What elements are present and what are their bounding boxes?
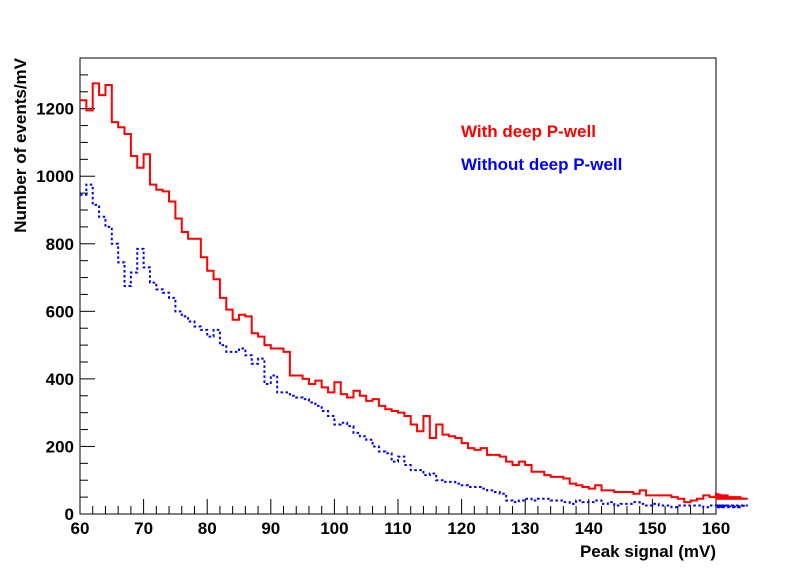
x-tick-label: 140 (575, 519, 603, 538)
series-line-without-deep-p-well (80, 183, 748, 509)
x-tick-label: 80 (198, 519, 217, 538)
x-axis-ticks: 60 70 80 90 100 110 120 130 140 150 160 (71, 499, 730, 538)
x-tick-label: 90 (261, 519, 280, 538)
x-tick-label: 150 (638, 519, 666, 538)
x-tick-label: 120 (447, 519, 475, 538)
series-layer (80, 82, 748, 509)
x-axis-title: Peak signal (mV) (580, 542, 716, 561)
y-tick-label: 600 (46, 302, 74, 321)
y-axis-ticks: 0 200 400 600 800 1000 1200 (36, 57, 95, 524)
plot-frame (79, 57, 717, 515)
x-tick-label: 60 (71, 519, 90, 538)
x-tick-label: 130 (511, 519, 539, 538)
y-tick-label: 800 (46, 235, 74, 254)
y-tick-label: 200 (46, 437, 74, 456)
x-tick-label: 100 (320, 519, 348, 538)
series-line-with-deep-p-well (80, 82, 748, 504)
y-tick-label: 0 (65, 505, 74, 524)
x-tick-label: 110 (384, 519, 411, 538)
x-tick-label: 70 (134, 519, 153, 538)
legend-entry-without-deep-p-well: Without deep P-well (461, 155, 622, 174)
y-axis-title: Number of events/mV (11, 57, 30, 232)
y-tick-label: 1200 (36, 100, 74, 119)
y-tick-label: 1000 (36, 167, 74, 186)
y-tick-label: 400 (46, 370, 74, 389)
legend-entry-with-deep-p-well: With deep P-well (461, 122, 596, 141)
x-tick-label: 160 (702, 519, 730, 538)
